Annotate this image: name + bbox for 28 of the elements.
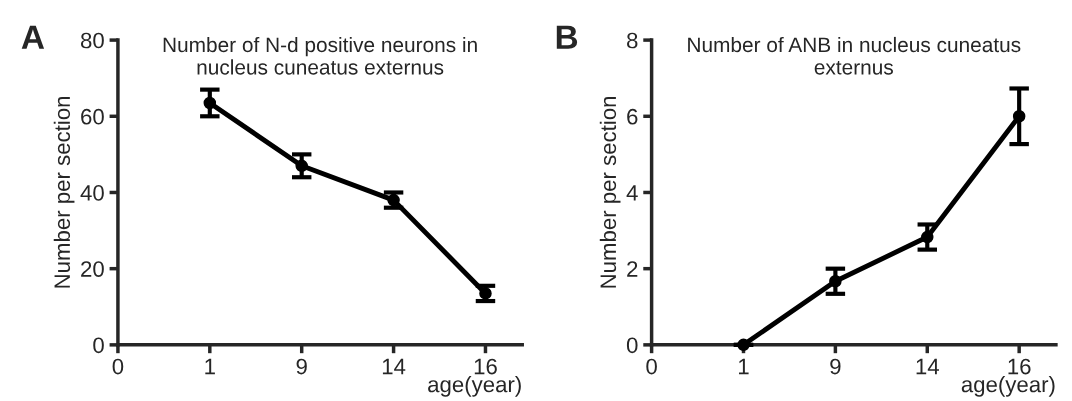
x-tick-label: 0 [112,358,124,375]
x-axis-title: age(year) [961,375,1055,397]
y-tick-label: 8 [627,32,638,49]
chart-title: Number of ANB in nucleus cuneatus externus [688,36,1021,75]
y-tick-label: 4 [626,185,638,201]
y-tick-label: 2 [627,261,638,277]
x-tick-label: 16 [474,358,497,375]
x-tick-label: 1 [205,358,215,375]
y-tick-label: 0 [93,337,104,354]
x-tick-label: 14 [382,358,406,375]
x-tick-label: 0 [646,358,657,375]
x-tick-label: 9 [830,358,841,375]
x-tick-label: 1 [739,358,749,375]
x-tick-label: 9 [296,358,307,375]
text: A [21,25,45,49]
y-axis-title: Number per section [599,96,621,288]
y-tick-label: 6 [627,108,638,125]
x-axis-title: age(year) [428,375,521,397]
x-tick-label: 16 [1008,358,1031,375]
chart-title: Number of N-d positive neurons in nucleus cuneatus externus [163,36,477,75]
x-tick-label: 14 [916,358,939,375]
y-tick-label: 20 [81,261,104,277]
text: B [556,25,578,49]
y-tick-label: 80 [80,32,104,49]
y-tick-label: 0 [626,337,638,354]
y-tick-label: 40 [80,185,104,201]
y-axis-title: Number per section [53,96,75,288]
y-tick-label: 60 [81,108,104,125]
